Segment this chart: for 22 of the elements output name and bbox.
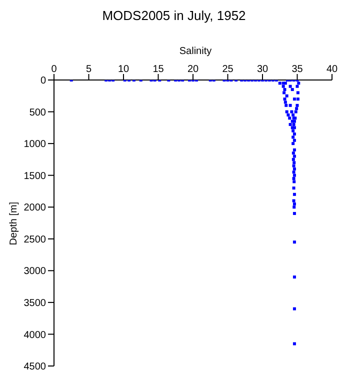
y-tick-label: 4500 xyxy=(24,362,46,373)
y-tick-label: 4000 xyxy=(24,330,46,341)
x-tick-label: 15 xyxy=(152,64,164,75)
x-tick-label: 25 xyxy=(222,64,234,75)
y-axis-title: Depth [m] xyxy=(8,200,20,248)
x-axis-title: Salinity xyxy=(178,46,213,57)
y-tick-label: 1500 xyxy=(24,170,46,182)
y-tick-label: 3000 xyxy=(24,266,46,278)
y-tick-label: 1000 xyxy=(24,139,46,150)
chart-title: MODS2005 in July, 1952 xyxy=(101,8,247,23)
y-tick-label: 0 xyxy=(40,76,46,87)
x-tick-label: 0 xyxy=(51,64,58,75)
x-tick-label: 20 xyxy=(187,64,199,75)
y-tick-label: 500 xyxy=(29,107,46,118)
x-tick-label: 35 xyxy=(292,64,304,75)
y-tick-label: 3500 xyxy=(24,298,46,309)
y-tick-label: 2500 xyxy=(24,234,46,246)
y-tick-label: 2000 xyxy=(24,202,46,214)
x-tick-label: 40 xyxy=(326,64,338,75)
x-tick-label: 5 xyxy=(86,64,92,75)
x-tick-label: 30 xyxy=(256,64,268,75)
x-tick-label: 10 xyxy=(118,64,130,75)
